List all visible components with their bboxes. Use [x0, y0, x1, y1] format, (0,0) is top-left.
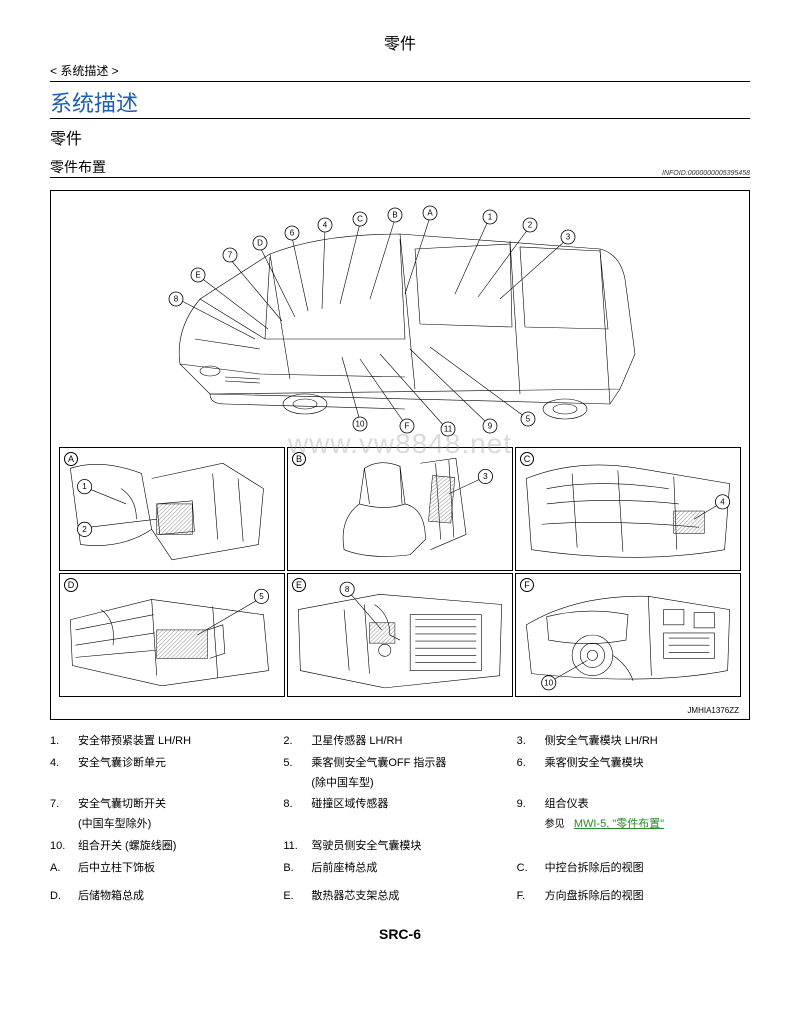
cell-label-d: D [64, 578, 78, 592]
link-prefix: 参见 [545, 819, 565, 830]
figure-code: JMHIA1376ZZ [687, 706, 739, 715]
breadcrumb: < 系统描述 > [50, 62, 750, 82]
legend-t: 组合开关 (螺旋线圈) [78, 837, 275, 857]
section-title: 系统描述 [50, 86, 750, 119]
legend-n: 7. [50, 795, 78, 835]
cell-label-c: C [520, 452, 534, 466]
legend-t: 中控台拆除后的视图 [545, 859, 742, 879]
detail-cell-a: A 1 2 [59, 447, 285, 571]
svg-text:7: 7 [228, 251, 233, 260]
cell-label-a: A [64, 452, 78, 466]
legend-n: 9. [517, 795, 545, 835]
detail-cell-b: B 3 [287, 447, 513, 571]
svg-text:A: A [427, 209, 433, 218]
svg-text:1: 1 [488, 213, 493, 222]
svg-text:2: 2 [528, 221, 533, 230]
legend-n: 11. [283, 837, 311, 857]
legend-t: 安全带预紧装置 LH/RH [78, 732, 275, 752]
svg-text:11: 11 [444, 425, 453, 434]
detail-cell-d: D 5 [59, 573, 285, 697]
legend-t: 侧安全气囊模块 LH/RH [545, 732, 742, 752]
legend-t: 后储物箱总成 [78, 887, 275, 907]
legend-t: 后中立柱下饰板 [78, 859, 275, 879]
legend-t: 散热器芯支架总成 [311, 887, 508, 907]
legend-n: 1. [50, 732, 78, 752]
sub-title: 零件 [50, 125, 750, 149]
figure-box: www.vw8848.net [50, 190, 750, 720]
detail-cell-f: F 10 [515, 573, 741, 697]
svg-text:3: 3 [483, 472, 488, 481]
legend-t: 乘客侧安全气囊模块 [545, 754, 742, 794]
svg-text:6: 6 [290, 229, 295, 238]
legend-n: 8. [283, 795, 311, 835]
svg-text:10: 10 [544, 678, 554, 687]
svg-text:3: 3 [566, 233, 571, 242]
svg-text:2: 2 [82, 525, 87, 534]
svg-text:10: 10 [356, 420, 365, 429]
main-illustration: A B C 4 6 D 7 E 8 1 [59, 199, 741, 444]
svg-text:8: 8 [174, 295, 179, 304]
detail-cell-e: E 8 [287, 573, 513, 697]
legend-n: 10. [50, 837, 78, 857]
page-footer: SRC-6 [50, 926, 750, 942]
cell-label-b: B [292, 452, 306, 466]
legend-n: 4. [50, 754, 78, 794]
cell-label-e: E [292, 578, 306, 592]
page-title: 零件 [50, 30, 750, 54]
legend-n: 2. [283, 732, 311, 752]
cell-label-f: F [520, 578, 534, 592]
svg-text:4: 4 [720, 497, 725, 506]
legend-n: 6. [517, 754, 545, 794]
svg-text:D: D [257, 239, 263, 248]
legend-t: 后前座椅总成 [311, 859, 508, 879]
legend-n: 3. [517, 732, 545, 752]
sub-sub-title: 零件布置 [50, 157, 106, 177]
svg-text:8: 8 [345, 585, 350, 594]
svg-text:5: 5 [526, 415, 531, 424]
legend-n: B. [283, 859, 311, 879]
detail-grid: A 1 2 B [59, 447, 741, 697]
legend-n: F. [517, 887, 545, 907]
legend-n: D. [50, 887, 78, 907]
legend-numeric: 1.安全带预紧装置 LH/RH 2.卫星传感器 LH/RH 3.侧安全气囊模块 … [50, 732, 750, 906]
info-id: INFOID:0000000005395458 [662, 170, 750, 177]
legend-n: C. [517, 859, 545, 879]
legend-n: A. [50, 859, 78, 879]
sub-sub-row: 零件布置 INFOID:0000000005395458 [50, 157, 750, 178]
svg-text:5: 5 [259, 592, 264, 601]
svg-text:4: 4 [323, 221, 328, 230]
legend-t: 安全气囊切断开关 (中国车型除外) [78, 795, 275, 835]
svg-text:F: F [405, 422, 410, 431]
legend-t: 卫星传感器 LH/RH [311, 732, 508, 752]
legend-n: 5. [283, 754, 311, 794]
svg-text:B: B [392, 211, 397, 220]
legend-t-inner: 组合仪表 [545, 798, 589, 810]
legend-t: 驾驶员侧安全气囊模块 [311, 837, 508, 857]
legend-t: 方向盘拆除后的视图 [545, 887, 742, 907]
svg-text:E: E [195, 271, 200, 280]
svg-text:9: 9 [488, 422, 493, 431]
cross-ref-link[interactable]: MWI-5, "零件布置" [574, 818, 664, 830]
legend-t: 乘客侧安全气囊OFF 指示器 (除中国车型) [311, 754, 508, 794]
legend-t: 碰撞区域传感器 [311, 795, 508, 835]
svg-text:1: 1 [82, 482, 87, 491]
legend-n: E. [283, 887, 311, 907]
detail-cell-c: C 4 [515, 447, 741, 571]
legend-t: 组合仪表 参见 MWI-5, "零件布置" [545, 795, 742, 835]
legend-t: 安全气囊诊断单元 [78, 754, 275, 794]
svg-text:C: C [357, 215, 363, 224]
van-diagram: A B C 4 6 D 7 E 8 1 [59, 199, 741, 444]
